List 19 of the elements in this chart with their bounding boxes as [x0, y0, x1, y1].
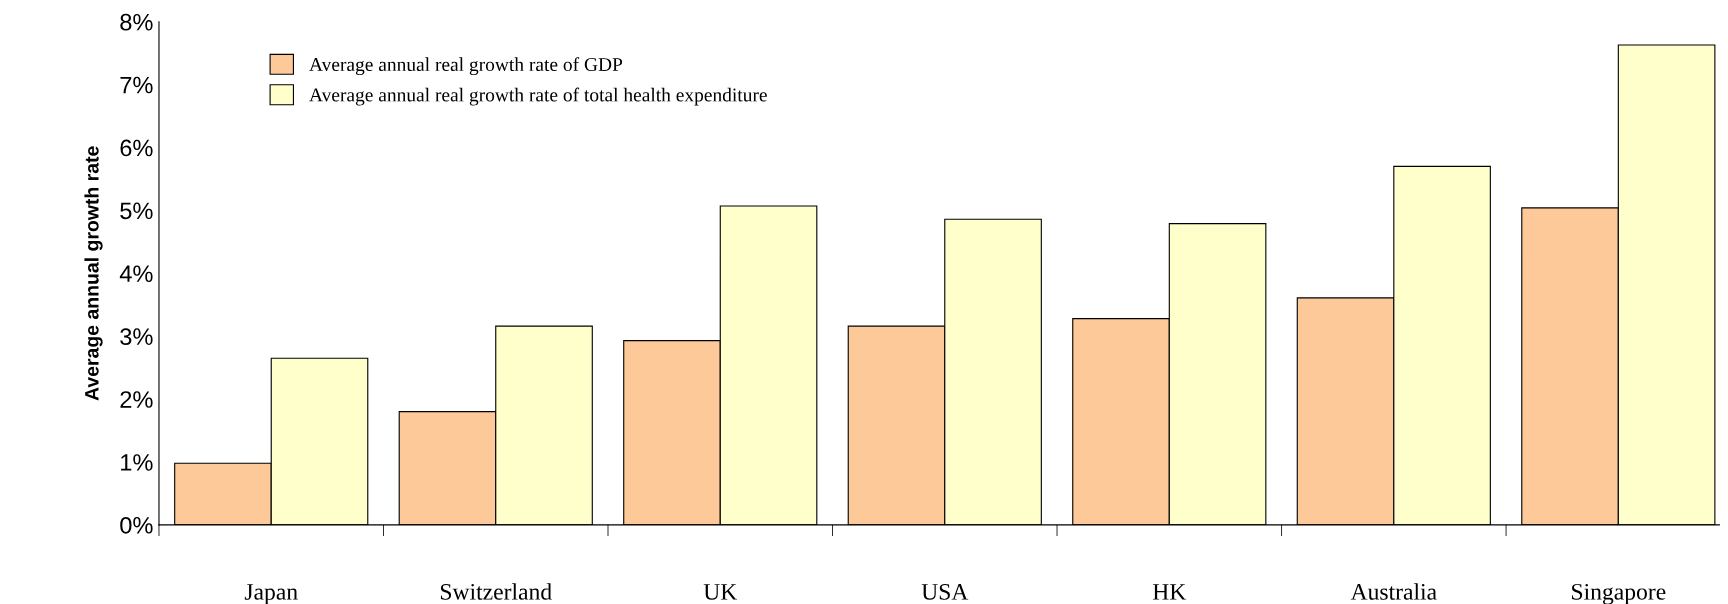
y-tick-label: 5% — [120, 202, 153, 220]
y-tick-label: 8% — [120, 13, 153, 31]
y-tick-label: 6% — [120, 139, 153, 157]
x-tick-label: Australia — [1350, 583, 1437, 600]
y-tick-label: 3% — [120, 328, 153, 345]
legend-label: Average annual real growth rate of GDP — [309, 57, 623, 76]
x-tick-label: USA — [921, 583, 969, 600]
x-tick-label: Switzerland — [440, 583, 552, 600]
y-tick-label: 1% — [121, 454, 153, 471]
x-tick-label: UK — [703, 584, 738, 600]
y-tick-label: 7% — [120, 76, 153, 94]
legend-label: Average annual real growth rate of total health expenditure — [309, 87, 767, 106]
x-tick-label: Japan — [244, 584, 298, 604]
y-axis-title: Average annual growth rate — [84, 146, 103, 401]
x-tick-label: Singapore — [1572, 583, 1666, 604]
y-tick-label: 0% — [120, 516, 153, 534]
y-tick-label: 2% — [120, 391, 153, 408]
x-tick-label: HK — [1152, 584, 1187, 600]
y-tick-label: 4% — [119, 265, 153, 283]
